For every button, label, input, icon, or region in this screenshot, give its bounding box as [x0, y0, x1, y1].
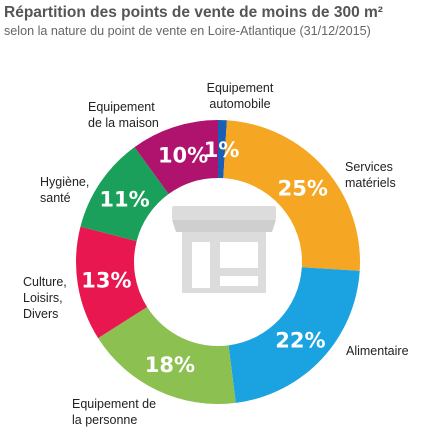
- chart-subtitle: selon la nature du point de vente en Loi…: [4, 24, 371, 38]
- slice-value-label-5: 11%: [99, 187, 149, 211]
- shop-icon: [172, 206, 276, 293]
- slice-6: [134, 120, 218, 195]
- slice-category-label-5: Hygiène, santé: [40, 175, 89, 205]
- slice-category-label-2: Alimentaire: [346, 344, 409, 358]
- slice-category-label-0: Equipement automobile: [207, 81, 274, 111]
- slice-value-label-3: 18%: [145, 353, 195, 377]
- slice-3: [98, 307, 236, 404]
- slice-value-label-2: 22%: [275, 328, 325, 352]
- slice-1: [223, 120, 360, 271]
- slice-0: [218, 120, 227, 179]
- slice-category-label-6: Equipement de la maison: [88, 100, 159, 130]
- slice-4: [76, 226, 148, 339]
- slice-5: [80, 147, 169, 242]
- slice-value-label-1: 25%: [278, 176, 328, 200]
- slice-category-label-4: Culture, Loisirs, Divers: [23, 275, 67, 321]
- slice-category-label-3: Equipement de la personne: [72, 397, 156, 427]
- slice-value-label-6: 10%: [158, 144, 208, 168]
- slice-2: [228, 267, 360, 403]
- slice-value-label-4: 13%: [81, 269, 131, 293]
- slice-value-label-0: 1%: [204, 138, 240, 162]
- chart-title: Répartition des points de vente de moins…: [4, 4, 383, 21]
- slice-category-label-1: Services matériels: [345, 160, 396, 190]
